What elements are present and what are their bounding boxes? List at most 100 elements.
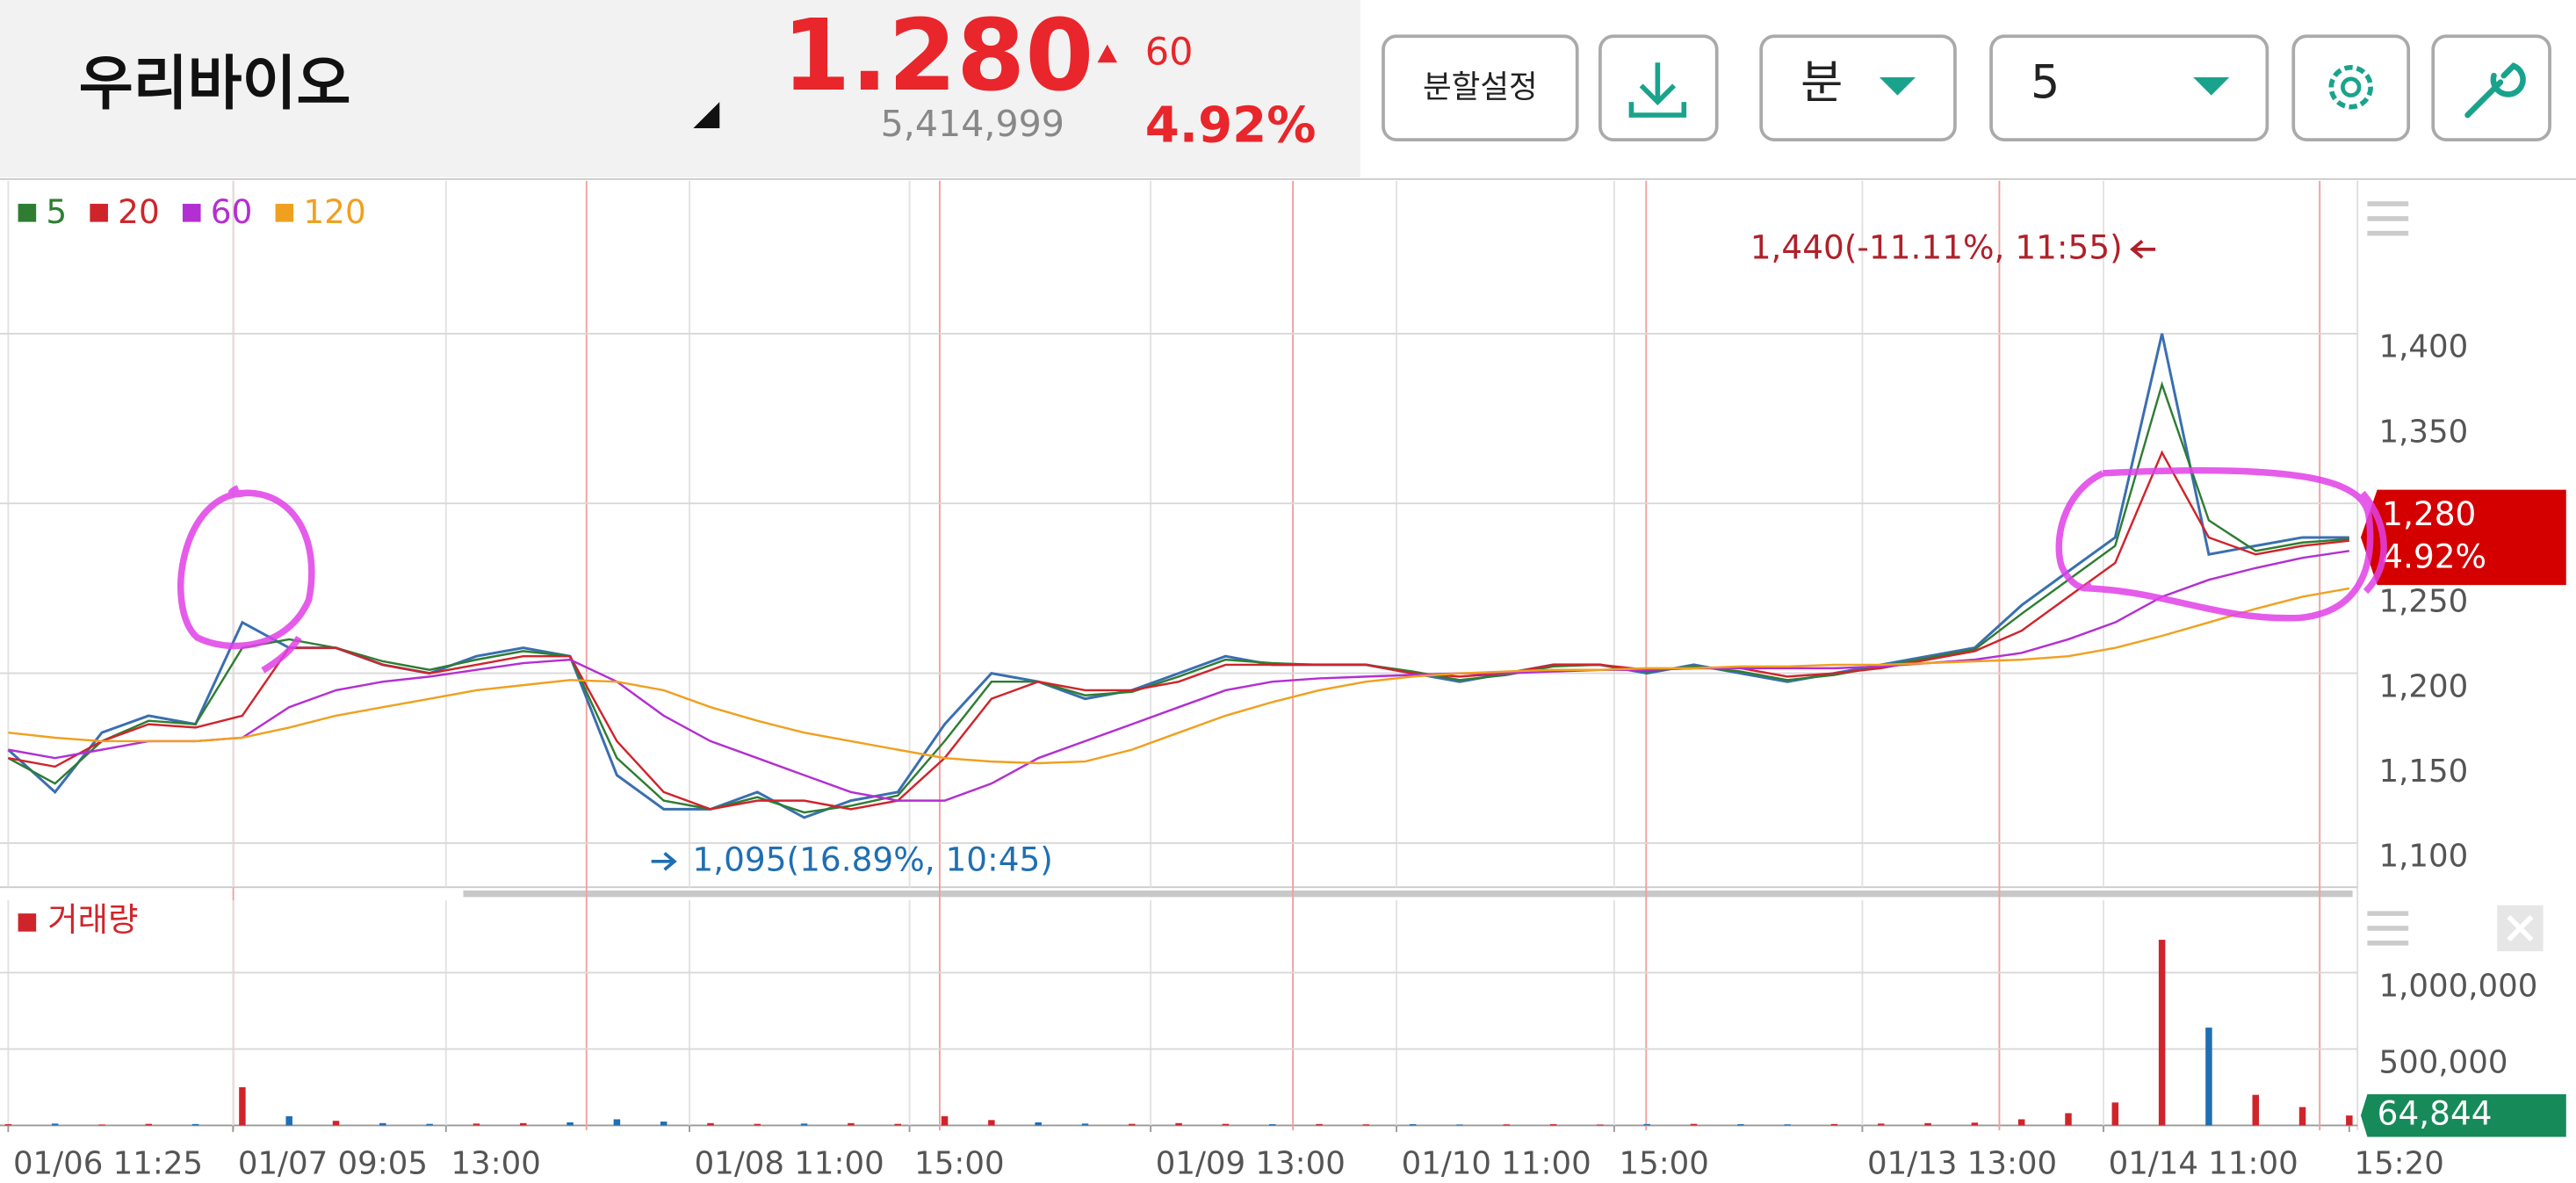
header-bg (0, 0, 1360, 178)
volume-bar (1362, 1124, 1370, 1126)
current-volume-badge (2360, 1093, 2566, 1137)
volume-bar (1737, 1124, 1744, 1126)
x-tick-label: 15:00 (1620, 1145, 1709, 1181)
gear-icon-center (2341, 76, 2362, 97)
download-icon (1628, 62, 1687, 118)
volume-bar (1175, 1122, 1182, 1126)
volume-bar (941, 1115, 949, 1126)
volume-bar (2065, 1113, 2072, 1126)
x-tick-label: 15:20 (2354, 1145, 2443, 1181)
volume-bar (98, 1124, 105, 1126)
menu-icon[interactable] (2367, 201, 2409, 236)
x-tick-label: 01/07 09:05 (238, 1145, 428, 1181)
volume-bar (379, 1122, 386, 1126)
volume-bar (1549, 1124, 1557, 1126)
close-icon[interactable] (2497, 905, 2544, 952)
current-volume-label: 64,844 (2378, 1094, 2493, 1133)
volume-bar (707, 1122, 714, 1126)
settings-button[interactable] (2291, 34, 2411, 141)
volume-bar (1222, 1123, 1230, 1126)
annotation-arrow (2130, 240, 2156, 259)
current-price-label: 1,280 (2382, 494, 2476, 533)
ma-line (7, 380, 2349, 814)
volume-bar (1268, 1124, 1276, 1126)
volume-bar (285, 1115, 292, 1126)
x-tick-label: 01/10 11:00 (1402, 1145, 1591, 1181)
menu-icon[interactable] (2367, 911, 2409, 946)
volume-bar (988, 1120, 995, 1126)
legend-swatch (90, 204, 108, 222)
volume-bar (800, 1123, 808, 1126)
legend-swatch (275, 204, 294, 222)
annotation: 1,095(16.89%, 10:45) (692, 840, 1052, 878)
volume-bar (1878, 1123, 1885, 1126)
x-tick-label: 01/08 11:00 (695, 1145, 884, 1181)
volume-bar (1316, 1123, 1323, 1126)
unit-dropdown[interactable] (1759, 34, 1957, 141)
x-tick-label: 01/13 13:00 (1867, 1145, 2057, 1181)
current-price-badge (2360, 489, 2566, 586)
legend-label: 거래량 (47, 900, 138, 939)
ma-line (8, 550, 2350, 802)
interval-label: 5 (2031, 55, 2060, 109)
price: 1.280 (782, 0, 1093, 113)
y-tick-label: 1,100 (2379, 839, 2469, 875)
wrench-icon (2464, 62, 2526, 119)
gear-icon (2328, 64, 2373, 110)
volume-bar (1409, 1124, 1417, 1126)
volume-bar (4, 1124, 12, 1126)
volume-bar (1830, 1123, 1838, 1126)
interval-dropdown[interactable] (1989, 34, 2269, 141)
volume-bar (754, 1123, 761, 1126)
volume-bar (1456, 1124, 1463, 1126)
volume-bar (51, 1123, 59, 1126)
volume-bar (426, 1123, 433, 1126)
legend-label: 120 (303, 192, 365, 231)
split-button[interactable] (1382, 34, 1579, 141)
split-label: 분할설정 (1423, 69, 1538, 105)
current-change-label: 4.92% (2382, 537, 2486, 576)
plot: 1,1001,1501,2001,2501,3001,3501,40052060… (0, 180, 2566, 1181)
volume-bar (2017, 1119, 2025, 1126)
legend-label: 5 (46, 192, 67, 231)
y-tick-label: 500,000 (2379, 1044, 2508, 1080)
highlight-circle (177, 485, 315, 674)
volume-bar (566, 1122, 574, 1126)
x-tick-label: 13:00 (451, 1145, 540, 1181)
y-tick-label: 1,000,000 (2379, 968, 2538, 1004)
change-pct: 4.92% (1145, 97, 1317, 155)
volume-bar (2111, 1102, 2119, 1126)
ma-line (8, 587, 2350, 765)
change: 60 (1145, 30, 1194, 74)
volume-bar (145, 1123, 153, 1126)
volume-bar (239, 1086, 246, 1126)
scrollbar[interactable] (463, 890, 2353, 898)
y-tick-label: 1,350 (2379, 414, 2469, 450)
volume-bar (613, 1119, 621, 1126)
y-tick-label: 1,150 (2379, 754, 2469, 790)
volume-bar (2205, 1028, 2212, 1126)
volume-bar (1643, 1123, 1650, 1126)
dropdown-arrow (2193, 77, 2230, 96)
volume: 5,414,999 (881, 103, 1064, 145)
volume-bar (1784, 1124, 1791, 1126)
volume-bar (2252, 1094, 2259, 1126)
annotation-arrow (651, 852, 677, 871)
volume-bar (1971, 1122, 1979, 1126)
volume-bar (1129, 1123, 1136, 1126)
volume-bar (520, 1122, 527, 1126)
annotation: 1,440(-11.11%, 11:55) (1750, 227, 2123, 266)
volume-bar (1690, 1123, 1698, 1126)
stock-name: 우리바이오 (79, 49, 351, 118)
volume-bar (1035, 1122, 1042, 1126)
y-tick-label: 1,200 (2379, 668, 2469, 704)
highlight-circle (2055, 466, 2387, 622)
x-tick-label: 15:00 (914, 1145, 1004, 1181)
x-tick-label: 01/09 13:00 (1156, 1145, 1346, 1181)
legend-swatch (182, 204, 201, 222)
y-tick-label: 1,400 (2379, 329, 2469, 365)
volume-bar (1597, 1124, 1604, 1126)
legend-label: 60 (211, 192, 253, 231)
legend-swatch (18, 204, 37, 222)
